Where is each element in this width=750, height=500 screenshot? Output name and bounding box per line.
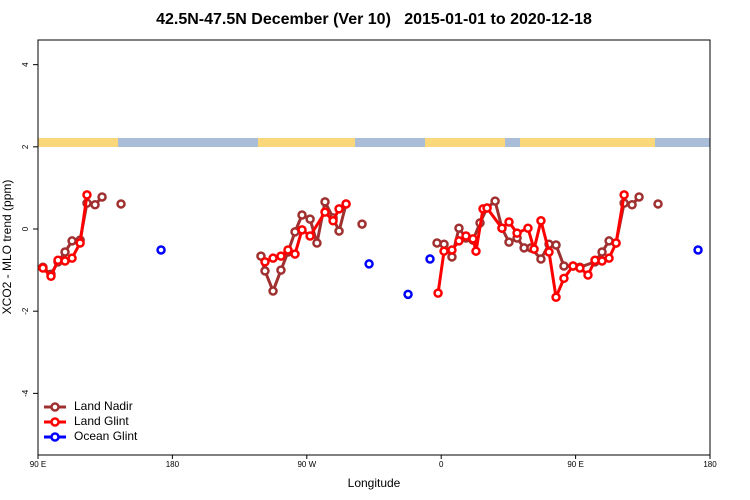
data-point (627, 200, 637, 210)
data-point (283, 245, 293, 255)
land-ocean-strip (38, 138, 710, 147)
data-point (559, 261, 569, 271)
y-tick-label: 4 (21, 62, 30, 67)
data-point (529, 244, 539, 254)
data-point (559, 273, 569, 284)
data-point (551, 292, 561, 302)
data-point (260, 257, 270, 267)
data-point (693, 245, 703, 255)
data-point (544, 247, 554, 257)
data-point (504, 217, 514, 227)
data-point (67, 253, 77, 263)
x-tick-label: 90 E (567, 460, 583, 469)
chart-title: 42.5N-47.5N December (Ver 10) 2015-01-01… (156, 11, 592, 28)
data-point (482, 203, 492, 213)
data-point (305, 214, 315, 224)
data-point (97, 192, 107, 202)
data-point (297, 225, 307, 235)
legend-marker (50, 402, 60, 412)
legend-marker (50, 417, 60, 427)
data-point (468, 234, 478, 244)
data-point (260, 266, 270, 276)
data-point (611, 238, 621, 248)
data-point (512, 228, 522, 238)
data-point (290, 249, 300, 259)
x-tick-label: 180 (166, 460, 180, 469)
data-point (334, 226, 344, 236)
data-point (90, 200, 100, 210)
data-point (597, 247, 607, 257)
plot-frame (37, 39, 711, 456)
y-tick-label: -2 (21, 307, 30, 315)
y-axis-label: XCO2 - MLO trend (ppm) (0, 180, 14, 315)
series (38, 190, 629, 302)
data-point (425, 254, 435, 264)
land-strip (425, 138, 505, 147)
series (156, 245, 703, 300)
data-point (490, 196, 500, 206)
data-point (276, 265, 286, 275)
data-point (471, 246, 481, 256)
data-point (504, 237, 514, 247)
data-point (619, 190, 629, 200)
data-point (60, 247, 70, 257)
data-point (268, 253, 278, 263)
data-point (305, 231, 315, 241)
x-tick-label: 180 (703, 460, 717, 469)
ocean-strip (38, 138, 710, 147)
data-point (357, 219, 367, 229)
data-point (67, 236, 77, 246)
legend-label: Ocean Glint (74, 429, 138, 443)
legend-label: Land Nadir (74, 399, 133, 413)
legend-label: Land Glint (74, 414, 129, 428)
data-point (551, 240, 561, 250)
data-point (497, 223, 507, 233)
data-point (454, 236, 464, 246)
x-tick-label: 90 W (297, 460, 316, 469)
data-point (328, 216, 338, 226)
data-point (276, 251, 286, 261)
land-strip (520, 138, 655, 147)
x-tick-label: 90 E (30, 460, 46, 469)
land-strip (258, 138, 355, 147)
data-point (38, 263, 48, 273)
y-tick-label: -4 (21, 389, 30, 397)
data-point (312, 238, 322, 248)
data-point (575, 263, 585, 273)
data-point (334, 204, 344, 214)
data-point (320, 197, 330, 207)
data-point (156, 245, 166, 255)
data-point (523, 223, 533, 233)
data-point (364, 259, 374, 269)
data-point (447, 245, 457, 255)
data-point (634, 192, 644, 202)
data-point (653, 199, 663, 209)
x-axis-label: Longitude (348, 476, 401, 490)
data-point (536, 254, 546, 264)
land-strip (38, 138, 118, 147)
data-point (439, 246, 449, 256)
data-point (268, 286, 278, 296)
y-tick-label: 2 (21, 144, 30, 149)
data-point (604, 253, 614, 263)
data-point (433, 288, 443, 298)
y-tick-label: 0 (21, 226, 30, 231)
data-point (116, 199, 126, 209)
data-point (46, 271, 56, 282)
data-point (297, 210, 307, 220)
data-point (341, 199, 351, 209)
data-point (82, 190, 92, 200)
data-point (320, 207, 330, 217)
data-point (454, 223, 464, 233)
data-point (536, 216, 546, 226)
data-point (403, 289, 413, 300)
legend-marker (50, 432, 60, 442)
data-point (75, 238, 85, 248)
x-tick-label: 0 (439, 460, 444, 469)
data-point (583, 270, 593, 280)
